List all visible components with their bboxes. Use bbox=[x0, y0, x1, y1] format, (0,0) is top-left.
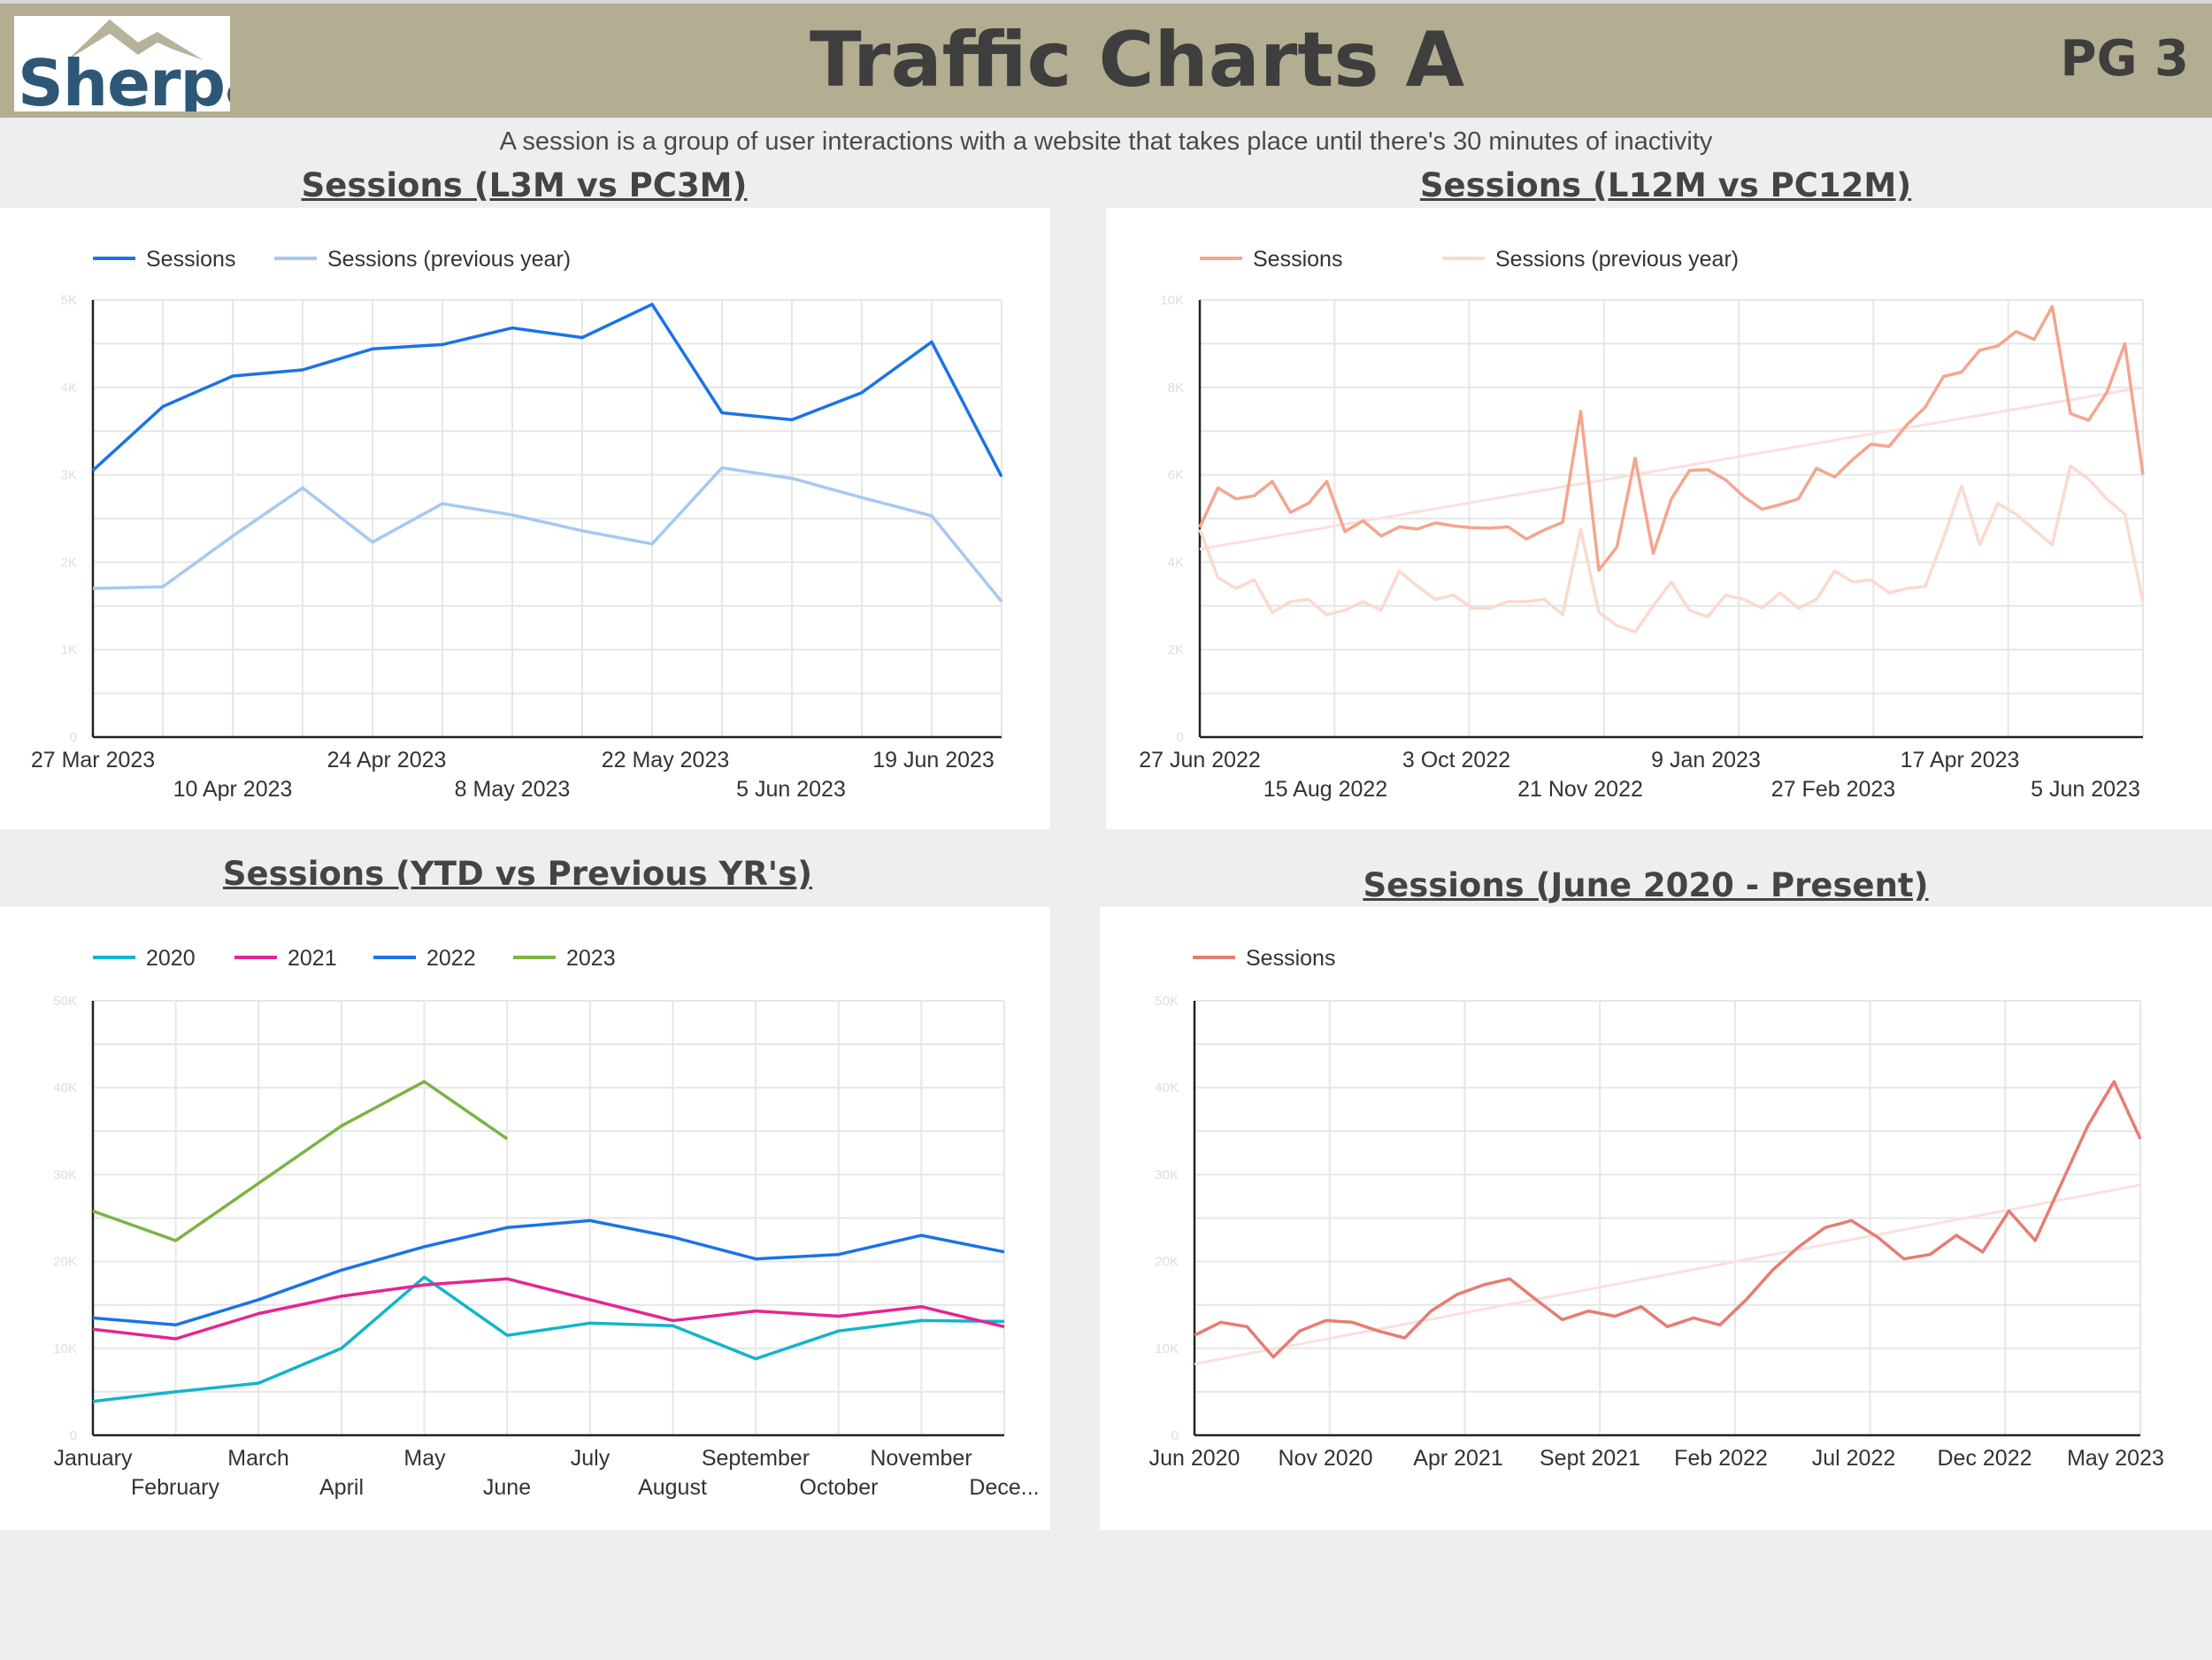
chart-panel-l3m: 0 1K 2K 3K 4K 5K 27 Mar 2023 24 Apr 2023 22 May … bbox=[0, 208, 1050, 829]
y-tick-label: 10K bbox=[1160, 293, 1184, 308]
y-tick-label: 2K bbox=[1168, 642, 1184, 657]
x-tick-label: 22 May 2023 bbox=[602, 748, 730, 772]
x-tick-label: August bbox=[638, 1475, 707, 1500]
chart-all-time: 0 10K 20K 30K 40K 50K Jun 2020 Nov 2020 Apr 2021… bbox=[1149, 946, 2164, 1471]
series-line-sessions bbox=[91, 303, 1003, 478]
x-tick-label: 15 Aug 2022 bbox=[1263, 777, 1387, 802]
report-header: Sherpa Traffic Charts A PG 3 bbox=[0, 0, 2212, 118]
sherpa-logo: Sherpa bbox=[14, 16, 230, 111]
y-tick-label: 5K bbox=[61, 293, 77, 308]
x-tick-label: 5 Jun 2023 bbox=[2031, 777, 2140, 802]
y-tick-label: 50K bbox=[1155, 994, 1179, 1009]
series-line-sessions-previous-year- bbox=[92, 465, 1003, 603]
legend-label: Sessions bbox=[146, 247, 235, 272]
y-tick-label: 50K bbox=[53, 994, 77, 1009]
chart-ytd: 0 10K 20K 30K 40K 50K January March May July Septe… bbox=[53, 946, 1039, 1500]
x-tick-label: March bbox=[227, 1446, 288, 1471]
x-tick-label: 5 Jun 2023 bbox=[736, 777, 846, 802]
x-tick-label: 27 Jun 2022 bbox=[1139, 748, 1261, 772]
x-tick-label: November bbox=[870, 1446, 972, 1471]
y-tick-label: 10K bbox=[53, 1341, 77, 1356]
x-tick-label: 27 Mar 2023 bbox=[31, 748, 155, 772]
y-tick-label: 10K bbox=[1155, 1341, 1179, 1356]
series-line-2021 bbox=[92, 1277, 1005, 1341]
x-tick-label: 10 Apr 2023 bbox=[173, 777, 293, 802]
x-tick-label: January bbox=[54, 1446, 133, 1471]
legend-label: Sessions (previous year) bbox=[327, 247, 571, 272]
x-tick-label: Jun 2020 bbox=[1149, 1446, 1240, 1471]
series-line-sessions bbox=[1194, 1080, 2142, 1359]
series-line-2020 bbox=[92, 1275, 1005, 1403]
x-tick-label: May 2023 bbox=[2067, 1446, 2164, 1471]
series-line-2022 bbox=[92, 1218, 1005, 1327]
chart-l12m: 0 2K 4K 6K 8K 10K 27 Jun 2022 3 Oct 2022 9 Jan 2… bbox=[1139, 247, 2145, 802]
series-line-sessions bbox=[1198, 304, 2145, 573]
legend-label: 2022 bbox=[426, 946, 476, 971]
x-tick-label: Apr 2021 bbox=[1413, 1446, 1502, 1471]
x-tick-label: 17 Apr 2023 bbox=[1901, 748, 2020, 772]
logo-text: Sherpa bbox=[18, 46, 230, 111]
chart-panel-all-time: 0 10K 20K 30K 40K 50K Jun 2020 Nov 2020 Apr 2021… bbox=[1100, 907, 2212, 1530]
x-tick-label: 9 Jan 2023 bbox=[1651, 748, 1761, 772]
session-definition: A session is a group of user interaction… bbox=[499, 127, 1713, 156]
x-tick-label: October bbox=[800, 1475, 879, 1500]
x-tick-label: Sept 2021 bbox=[1540, 1446, 1640, 1471]
x-tick-label: 21 Nov 2022 bbox=[1517, 777, 1643, 802]
y-tick-label: 0 bbox=[1177, 730, 1184, 745]
page-number: PG 3 bbox=[2060, 30, 2189, 88]
legend-label: 2020 bbox=[146, 946, 196, 971]
y-tick-label: 20K bbox=[53, 1255, 77, 1270]
chart-title-l3m: Sessions (L3M vs PC3M) bbox=[301, 166, 748, 204]
legend-label: 2023 bbox=[566, 946, 616, 971]
trendline bbox=[1199, 386, 2144, 551]
x-tick-label: Feb 2022 bbox=[1674, 1446, 1768, 1471]
y-tick-label: 30K bbox=[53, 1167, 77, 1182]
chart-title-all-time: Sessions (June 2020 - Present) bbox=[1363, 866, 1929, 904]
y-tick-label: 40K bbox=[53, 1080, 77, 1095]
y-tick-label: 0 bbox=[70, 730, 77, 745]
series-line-sessions-previous-year- bbox=[1198, 464, 2145, 634]
y-tick-label: 0 bbox=[1171, 1428, 1179, 1443]
y-tick-label: 8K bbox=[1168, 380, 1184, 396]
x-tick-label: April bbox=[319, 1475, 364, 1500]
y-tick-label: 1K bbox=[61, 642, 77, 657]
legend-label: 2021 bbox=[288, 946, 337, 971]
x-tick-label: September bbox=[702, 1446, 810, 1471]
y-tick-label: 30K bbox=[1155, 1167, 1179, 1182]
y-tick-label: 4K bbox=[61, 380, 77, 396]
page-title: Traffic Charts A bbox=[809, 16, 1465, 104]
trendline bbox=[1194, 1183, 2141, 1365]
x-tick-label: May bbox=[403, 1446, 446, 1471]
y-tick-label: 6K bbox=[1168, 468, 1184, 483]
x-tick-label: July bbox=[571, 1446, 611, 1471]
x-tick-label: Dece... bbox=[969, 1475, 1039, 1500]
x-tick-label: Jul 2022 bbox=[1812, 1446, 1896, 1471]
y-tick-label: 3K bbox=[61, 468, 77, 483]
legend-label: Sessions (previous year) bbox=[1495, 247, 1739, 272]
y-tick-label: 4K bbox=[1168, 555, 1184, 570]
x-tick-label: 24 Apr 2023 bbox=[327, 748, 447, 772]
chart-title-ytd: Sessions (YTD vs Previous YR's) bbox=[222, 855, 813, 893]
x-tick-label: Nov 2020 bbox=[1278, 1446, 1372, 1471]
y-tick-label: 20K bbox=[1155, 1255, 1179, 1270]
x-tick-label: 19 Jun 2023 bbox=[872, 748, 995, 772]
y-tick-label: 2K bbox=[61, 555, 77, 570]
x-tick-label: 8 May 2023 bbox=[455, 777, 571, 802]
x-tick-label: 3 Oct 2022 bbox=[1402, 748, 1510, 772]
x-tick-label: June bbox=[483, 1475, 531, 1500]
series-line-2023 bbox=[92, 1080, 509, 1242]
chart-panel-ytd: 0 10K 20K 30K 40K 50K January March May July Septe… bbox=[0, 907, 1050, 1530]
x-tick-label: 27 Feb 2023 bbox=[1771, 777, 1895, 802]
y-tick-label: 40K bbox=[1155, 1080, 1179, 1095]
chart-l3m: 0 1K 2K 3K 4K 5K 27 Mar 2023 24 Apr 2023 22 May … bbox=[31, 247, 1003, 802]
legend-label: Sessions bbox=[1253, 247, 1342, 272]
y-tick-label: 0 bbox=[70, 1428, 77, 1443]
chart-title-l12m: Sessions (L12M vs PC12M) bbox=[1419, 166, 1912, 204]
x-tick-label: February bbox=[131, 1475, 220, 1500]
x-tick-label: Dec 2022 bbox=[1937, 1446, 2032, 1471]
legend-label: Sessions bbox=[1246, 946, 1335, 971]
mountain-icon bbox=[67, 19, 204, 60]
chart-panel-l12m: 0 2K 4K 6K 8K 10K 27 Jun 2022 3 Oct 2022 9 Jan 2… bbox=[1106, 208, 2212, 829]
